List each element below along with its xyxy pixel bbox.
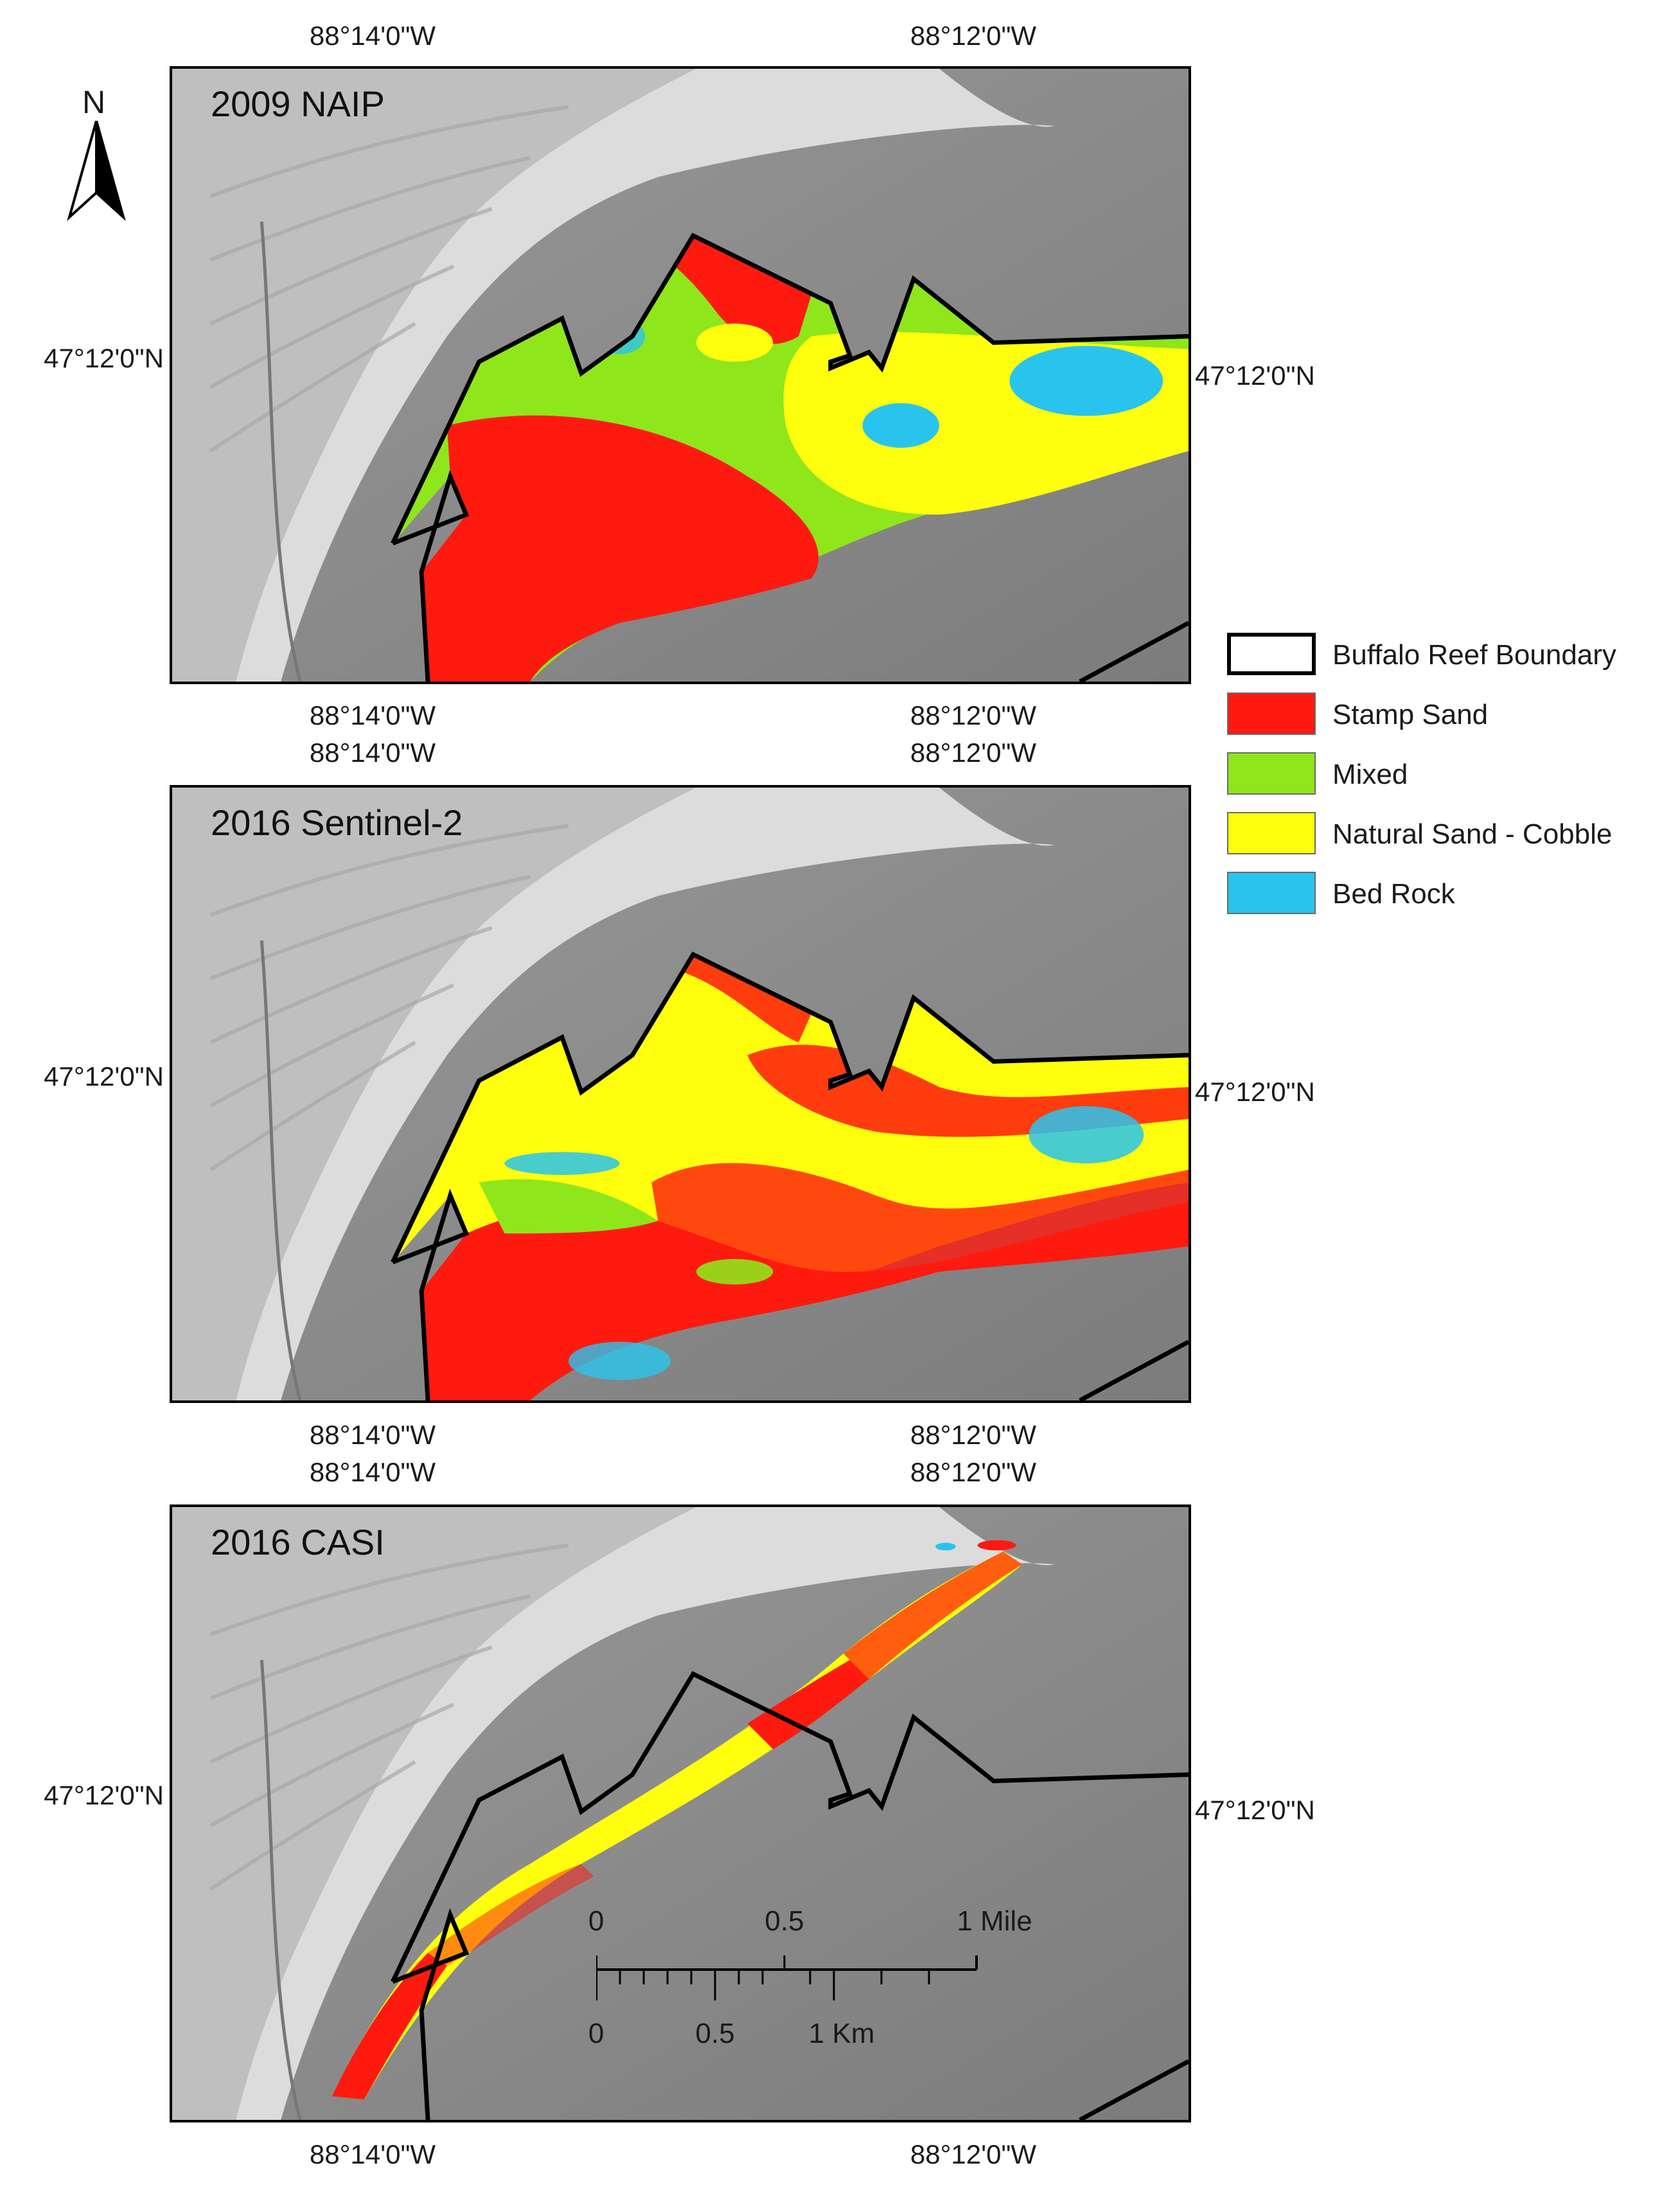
panel3-bottom-lon-east: 88°12'0"W — [910, 2139, 1037, 2169]
panel2-top-lon-east: 88°12'0"W — [910, 737, 1037, 768]
map-panel-2016-casi: 2016 CASI 0 0.5 1 Mile 0 0.5 1 Km — [170, 1504, 1191, 2122]
panel2-bottom-lon-east: 88°12'0"W — [910, 1420, 1037, 1450]
scale-mile-half: 0.5 — [765, 1905, 804, 1937]
legend-label: Stamp Sand — [1332, 699, 1489, 730]
panel3-bottom-lon-west: 88°14'0"W — [309, 2139, 436, 2169]
legend-label: Natural Sand - Cobble — [1332, 818, 1613, 850]
legend-swatch — [1227, 812, 1316, 854]
reef-boundary-east — [1079, 1339, 1189, 1400]
legend-swatch — [1227, 872, 1316, 914]
stamp-sand-beach — [172, 788, 696, 1400]
panel1-top-lon-west: 88°14'0"W — [309, 21, 436, 51]
road — [260, 1659, 302, 2120]
scale-km-half: 0.5 — [695, 2018, 735, 2049]
beach-ridges — [209, 105, 569, 453]
reef-boundary-east — [1079, 2059, 1189, 2120]
panel1-lat-left: 47°12'0"N — [44, 343, 164, 373]
scale-km-1: 1 Km — [808, 2018, 875, 2049]
panel1-top-lon-east: 88°12'0"W — [910, 21, 1037, 51]
scale-bar: 0 0.5 1 Mile 0 0.5 1 Km — [588, 1905, 1032, 2117]
classification-casi — [332, 1540, 1023, 2100]
scale-bar-ticks — [596, 1955, 978, 2000]
panel-title: 2016 Sentinel-2 — [211, 802, 463, 843]
classification-2009 — [393, 235, 1189, 682]
legend-swatch — [1227, 693, 1316, 735]
legend-label: Buffalo Reef Boundary — [1332, 639, 1616, 671]
reef-boundary-east — [1079, 621, 1189, 682]
beach-ridges — [209, 1543, 569, 1891]
map-panel-2009-naip: 2009 NAIP — [170, 66, 1191, 684]
panel1-lat-right: 47°12'0"N — [1195, 360, 1315, 391]
panel-title: 2016 CASI — [211, 1522, 385, 1562]
map-panel-2016-sentinel-2: 2016 Sentinel-2 — [170, 785, 1191, 1403]
stamp-sand-beach — [172, 69, 696, 682]
reef-boundary-south — [391, 470, 470, 682]
panel1-bottom-lon-west: 88°14'0"W — [309, 700, 436, 730]
panel2-lat-left: 47°12'0"N — [44, 1061, 164, 1091]
panel3-top-lon-west: 88°14'0"W — [309, 1457, 436, 1487]
panel3-lat-left: 47°12'0"N — [44, 1780, 164, 1810]
beach-ridges — [209, 824, 569, 1172]
reef-boundary-south — [391, 1188, 470, 1400]
legend-swatch — [1227, 633, 1316, 675]
reef-boundary — [391, 951, 1189, 1264]
reef-boundary-south — [391, 1908, 470, 2120]
scale-mile-1: 1 Mile — [957, 1905, 1032, 1937]
scale-mile-0: 0 — [588, 1905, 605, 1937]
north-label: N — [82, 84, 106, 120]
map-layer — [172, 788, 1189, 1400]
legend-swatch — [1227, 752, 1316, 795]
reef-boundary — [391, 233, 1189, 545]
panel-title: 2009 NAIP — [211, 84, 385, 124]
legend-label: Bed Rock — [1332, 878, 1455, 910]
north-arrow-icon — [67, 121, 126, 222]
reef-boundary — [391, 1671, 1189, 1983]
road — [260, 940, 302, 1400]
stamp-sand-beach — [172, 1507, 696, 2120]
legend-label: Mixed — [1332, 759, 1408, 790]
north-arrow: N — [64, 84, 128, 222]
panel1-bottom-lon-east: 88°12'0"W — [910, 700, 1037, 730]
panel2-bottom-lon-west: 88°14'0"W — [309, 1420, 436, 1450]
map-layer — [172, 69, 1189, 682]
scale-km-0: 0 — [588, 2018, 605, 2049]
panel2-top-lon-west: 88°14'0"W — [309, 737, 436, 768]
road — [260, 221, 302, 682]
panel3-lat-right: 47°12'0"N — [1195, 1795, 1315, 1825]
map-layer — [172, 1507, 1189, 2120]
panel3-top-lon-east: 88°12'0"W — [910, 1457, 1037, 1487]
panel2-lat-right: 47°12'0"N — [1195, 1077, 1315, 1107]
